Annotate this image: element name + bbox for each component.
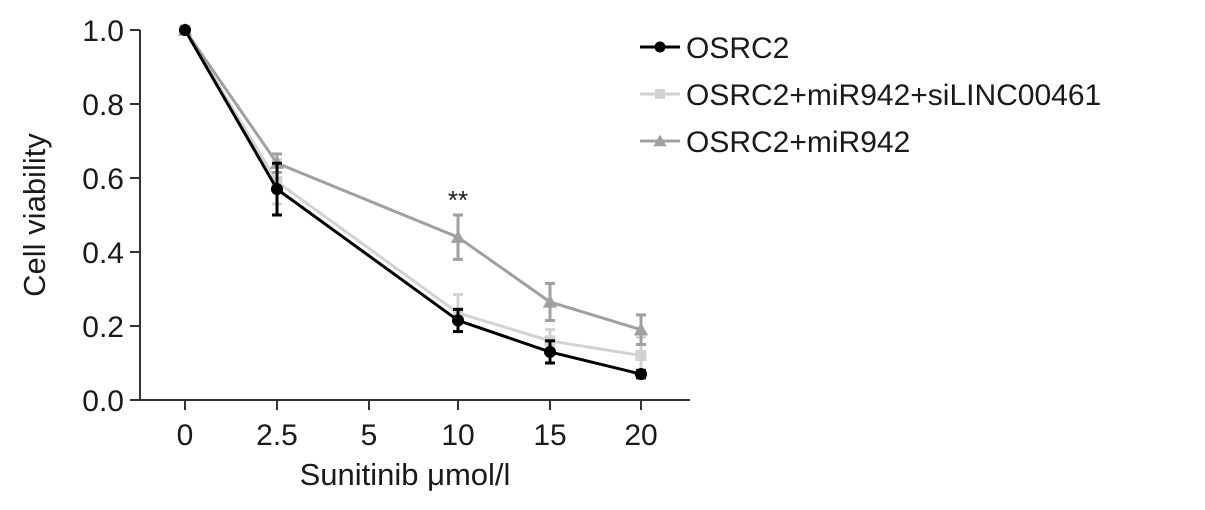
data-point-circle bbox=[654, 41, 666, 53]
x-tick-label: 20 bbox=[624, 419, 657, 452]
annotation-layer: ** bbox=[448, 185, 468, 215]
data-point-circle bbox=[451, 314, 465, 327]
y-tick-label: 0.4 bbox=[82, 237, 124, 270]
series-line bbox=[183, 29, 642, 332]
y-axis-title: Cell viability bbox=[17, 133, 52, 297]
data-point-triangle bbox=[633, 322, 649, 336]
data-point-circle bbox=[634, 368, 648, 381]
legend-label: OSRC2 bbox=[686, 32, 789, 65]
x-axis-ticks: 0 2.5 5 10 15 20 bbox=[177, 400, 658, 452]
y-tick-label: 0.6 bbox=[82, 163, 124, 196]
data-point-circle bbox=[543, 345, 557, 358]
chart-axes bbox=[139, 30, 690, 401]
data-point-circle bbox=[178, 23, 192, 37]
y-tick-label: 0.0 bbox=[82, 385, 124, 418]
x-axis-title: Sunitinib μmol/l bbox=[300, 457, 511, 492]
y-tick-label: 0.8 bbox=[82, 89, 124, 122]
legend-item: OSRC2 bbox=[640, 32, 789, 65]
series-layer bbox=[177, 22, 649, 381]
y-axis-ticks: 0.0 0.2 0.4 0.6 0.8 1.0 bbox=[82, 15, 140, 418]
series-line bbox=[183, 29, 642, 358]
legend-item: OSRC2+miR942+siLINC00461 bbox=[640, 79, 1101, 112]
series-group bbox=[177, 22, 649, 346]
y-tick-label: 0.2 bbox=[82, 311, 124, 344]
x-tick-label: 15 bbox=[533, 419, 566, 452]
y-tick-label: 1.0 bbox=[82, 15, 124, 48]
chart-legend: OSRC2 OSRC2+miR942+siLINC00461 OSRC2+miR94… bbox=[640, 32, 1101, 159]
x-tick-label: 5 bbox=[361, 419, 378, 452]
data-point-square bbox=[655, 89, 665, 99]
data-point-triangle bbox=[653, 134, 667, 147]
x-tick-label: 10 bbox=[441, 419, 474, 452]
data-point-square bbox=[635, 350, 647, 362]
series-group bbox=[178, 23, 648, 381]
data-point-circle bbox=[270, 183, 284, 196]
legend-label: OSRC2+miR942+siLINC00461 bbox=[686, 79, 1101, 112]
series-line bbox=[183, 29, 642, 376]
x-tick-label: 2.5 bbox=[256, 419, 298, 452]
x-tick-label: 0 bbox=[177, 419, 194, 452]
data-point-triangle bbox=[450, 230, 466, 243]
series-group bbox=[179, 24, 647, 376]
legend-label: OSRC2+miR942 bbox=[686, 126, 910, 159]
data-point-triangle bbox=[542, 294, 558, 308]
legend-item: OSRC2+miR942 bbox=[640, 126, 910, 159]
significance-label: ** bbox=[448, 185, 468, 215]
